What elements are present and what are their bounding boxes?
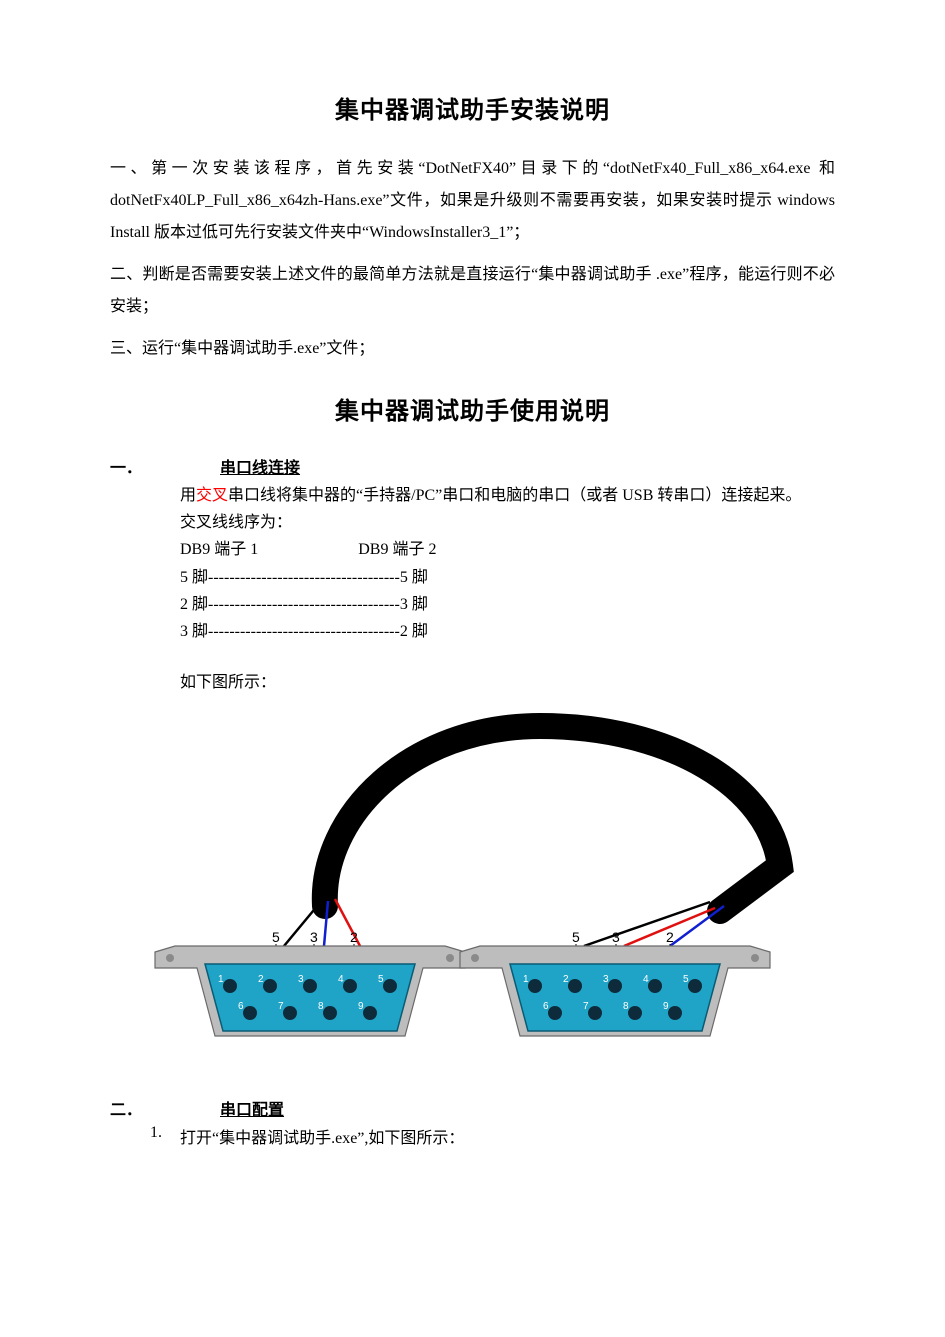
svg-text:2: 2 [350,929,358,945]
section-2-number: 二． [110,1096,220,1120]
svg-text:3: 3 [603,974,609,985]
svg-text:3: 3 [298,974,304,985]
section-2-title: 串口配置 [220,1096,284,1120]
svg-text:9: 9 [663,1001,669,1012]
section-2-sub-number: 1. [150,1124,180,1148]
svg-text:1: 1 [523,974,529,985]
cable-diagram: 5 3 2 5 3 2 1 2 3 4 5 6 7 8 9 1 2 3 4 5 6 7 8 9 [110,696,830,1076]
svg-text:7: 7 [278,1001,284,1012]
s1-post: 串口线将集中器的“手持器/PC”串口和电脑的串口（或者 USB 转串口）连接起来… [228,487,801,504]
svg-text:4: 4 [643,974,649,985]
svg-text:5: 5 [378,974,384,985]
pin-map-1: 5 脚------------------------------------5… [180,564,835,591]
section-1-below: 如下图所示： [180,669,835,696]
svg-text:5: 5 [272,929,280,945]
svg-text:5: 5 [572,929,580,945]
svg-text:8: 8 [318,1001,324,1012]
s1-red: 交叉 [196,487,228,504]
svg-text:9: 9 [358,1001,364,1012]
install-para-1: 一、第一次安装该程序，首先安装“DotNetFX40”目录下的“dotNetFx… [110,153,835,249]
svg-text:2: 2 [666,929,674,945]
svg-text:8: 8 [623,1001,629,1012]
svg-text:5: 5 [683,974,689,985]
install-title: 集中器调试助手安装说明 [110,90,835,125]
db9-left-label: DB9 端子 1 [180,536,258,563]
svg-text:3: 3 [310,929,318,945]
section-1-title: 串口线连接 [220,454,300,478]
svg-text:4: 4 [338,974,344,985]
svg-text:2: 2 [258,974,264,985]
usage-title: 集中器调试助手使用说明 [110,391,835,426]
svg-text:1: 1 [218,974,224,985]
s1-pre: 用 [180,487,196,504]
section-1-line-1: 用交叉串口线将集中器的“手持器/PC”串口和电脑的串口（或者 USB 转串口）连… [180,482,835,509]
install-para-2: 二、判断是否需要安装上述文件的最简单方法就是直接运行“集中器调试助手 .exe”… [110,259,835,323]
svg-text:3: 3 [612,929,620,945]
svg-text:6: 6 [543,1001,549,1012]
pin-map-3: 3 脚------------------------------------2… [180,618,835,645]
section-1-number: 一． [110,454,220,478]
svg-text:2: 2 [563,974,569,985]
section-1-line-2: 交叉线线序为： [180,509,835,536]
install-para-3: 三、运行“集中器调试助手.exe”文件； [110,333,835,365]
svg-text:7: 7 [583,1001,589,1012]
db9-right-label: DB9 端子 2 [358,536,436,563]
section-2-sub-text: 打开“集中器调试助手.exe”,如下图所示： [180,1124,464,1148]
pin-map-2: 2 脚------------------------------------3… [180,591,835,618]
svg-text:6: 6 [238,1001,244,1012]
